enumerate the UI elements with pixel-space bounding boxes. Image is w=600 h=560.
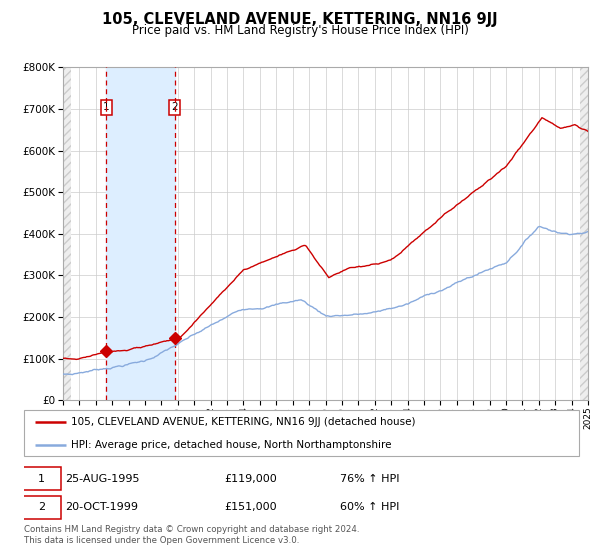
Text: 25-AUG-1995: 25-AUG-1995: [65, 474, 140, 484]
Bar: [63, 67, 71, 400]
Text: Contains HM Land Registry data © Crown copyright and database right 2024.
This d: Contains HM Land Registry data © Crown c…: [24, 525, 359, 545]
Text: 2: 2: [171, 102, 178, 112]
Text: 1: 1: [103, 102, 110, 112]
Text: 105, CLEVELAND AVENUE, KETTERING, NN16 9JJ: 105, CLEVELAND AVENUE, KETTERING, NN16 9…: [102, 12, 498, 27]
Text: 105, CLEVELAND AVENUE, KETTERING, NN16 9JJ (detached house): 105, CLEVELAND AVENUE, KETTERING, NN16 9…: [71, 417, 416, 427]
Text: 60% ↑ HPI: 60% ↑ HPI: [340, 502, 400, 512]
Text: HPI: Average price, detached house, North Northamptonshire: HPI: Average price, detached house, Nort…: [71, 440, 392, 450]
Text: £119,000: £119,000: [224, 474, 277, 484]
Text: 76% ↑ HPI: 76% ↑ HPI: [340, 474, 400, 484]
Text: £151,000: £151,000: [224, 502, 277, 512]
FancyBboxPatch shape: [21, 468, 61, 491]
FancyBboxPatch shape: [21, 496, 61, 519]
Text: 1: 1: [38, 474, 45, 484]
Text: Price paid vs. HM Land Registry's House Price Index (HPI): Price paid vs. HM Land Registry's House …: [131, 24, 469, 37]
Bar: [106, 67, 175, 400]
Bar: [580, 67, 588, 400]
Text: 20-OCT-1999: 20-OCT-1999: [65, 502, 139, 512]
Text: 2: 2: [38, 502, 45, 512]
FancyBboxPatch shape: [24, 410, 579, 456]
